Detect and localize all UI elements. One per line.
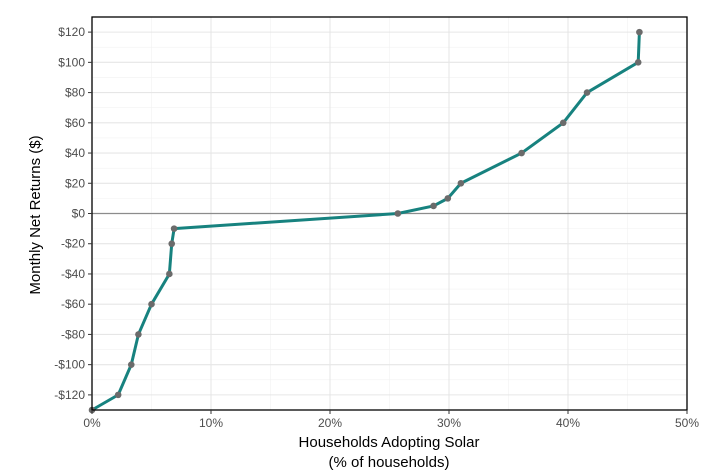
data-point xyxy=(166,270,173,278)
data-point xyxy=(168,240,176,248)
y-tick-label: -$100 xyxy=(54,358,85,372)
x-tick-label: 0% xyxy=(83,416,101,430)
data-point xyxy=(135,331,142,338)
data-point xyxy=(518,149,525,157)
y-axis-title: Monthly Net Returns ($) xyxy=(27,135,44,294)
data-point xyxy=(114,391,122,399)
y-tick-label: -$120 xyxy=(54,388,85,402)
y-tick-label: $20 xyxy=(65,176,85,190)
data-point xyxy=(170,225,178,232)
x-tick-label: 40% xyxy=(556,416,580,430)
x-tick-label: 30% xyxy=(437,416,461,430)
y-tick-label: -$60 xyxy=(61,297,85,311)
data-point xyxy=(444,195,452,202)
x-tick-label: 20% xyxy=(318,416,342,430)
data-point xyxy=(394,210,402,217)
data-points xyxy=(88,28,643,414)
data-point xyxy=(583,89,591,96)
y-tick-label: $120 xyxy=(58,25,85,39)
x-axis-title-line1: Households Adopting Solar xyxy=(299,434,480,451)
data-point xyxy=(127,361,135,368)
y-tick-label: $40 xyxy=(65,146,85,160)
x-axis-ticks: 0% 10% 20% 30% 40% 50% xyxy=(83,410,699,430)
y-tick-label: -$40 xyxy=(61,267,85,281)
y-axis-ticks: -$120 -$100 -$80 -$60 -$40 -$20 $0 $20 $40 $60 $80… xyxy=(54,25,92,402)
y-tick-label: $0 xyxy=(72,207,86,221)
y-tick-label: -$80 xyxy=(61,327,85,341)
data-point xyxy=(636,28,643,36)
x-axis-title-line2: (% of households) xyxy=(329,454,450,471)
y-tick-label: $80 xyxy=(65,86,85,100)
x-tick-label: 50% xyxy=(675,416,699,430)
data-point xyxy=(148,300,155,308)
data-point xyxy=(457,179,465,187)
y-tick-label: $60 xyxy=(65,116,85,130)
y-tick-label: -$20 xyxy=(61,237,85,251)
data-point xyxy=(430,202,437,210)
y-tick-label: $100 xyxy=(58,55,85,69)
data-point xyxy=(634,59,642,66)
data-point xyxy=(559,119,567,127)
x-tick-label: 10% xyxy=(199,416,223,430)
